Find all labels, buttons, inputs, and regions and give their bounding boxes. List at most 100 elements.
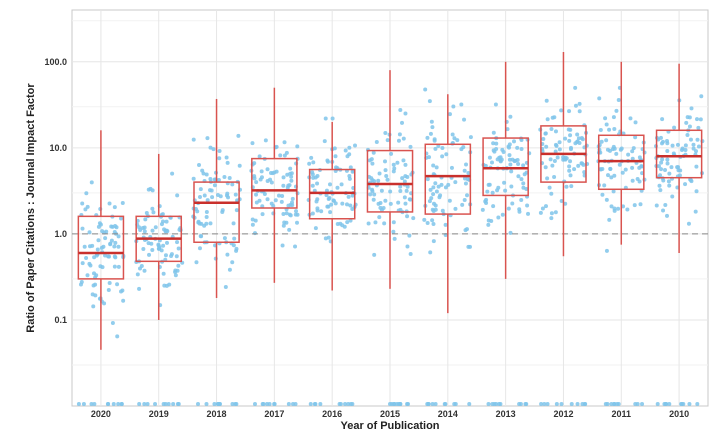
data-point bbox=[440, 208, 445, 213]
data-point bbox=[388, 201, 393, 206]
data-point bbox=[278, 153, 283, 158]
data-point bbox=[606, 173, 611, 178]
data-point bbox=[550, 115, 555, 120]
data-point bbox=[340, 223, 345, 228]
data-point bbox=[430, 125, 435, 130]
data-point bbox=[269, 170, 274, 175]
data-point-floor bbox=[81, 402, 86, 406]
data-point bbox=[287, 212, 292, 217]
data-point-floor bbox=[350, 402, 355, 406]
data-point bbox=[269, 180, 274, 185]
data-point bbox=[447, 198, 452, 203]
data-point bbox=[85, 273, 90, 278]
data-point bbox=[625, 207, 630, 212]
data-point bbox=[282, 140, 287, 145]
data-point bbox=[295, 220, 300, 225]
data-point bbox=[265, 197, 270, 202]
data-point bbox=[554, 143, 559, 148]
data-point bbox=[314, 199, 319, 204]
data-point bbox=[381, 205, 386, 210]
data-point bbox=[540, 206, 545, 211]
data-point bbox=[252, 161, 257, 166]
data-point bbox=[428, 187, 433, 192]
data-point bbox=[310, 183, 315, 188]
data-point bbox=[498, 155, 503, 160]
data-point bbox=[509, 184, 514, 189]
data-point bbox=[164, 240, 169, 245]
data-point bbox=[486, 222, 491, 227]
data-point bbox=[151, 210, 156, 215]
data-point bbox=[489, 218, 494, 223]
data-point bbox=[433, 181, 438, 186]
data-point bbox=[544, 98, 549, 103]
data-point bbox=[465, 193, 470, 198]
data-point bbox=[143, 217, 148, 222]
data-point bbox=[258, 177, 263, 182]
data-point bbox=[260, 212, 265, 217]
data-point bbox=[116, 244, 121, 249]
data-point bbox=[405, 244, 410, 249]
data-point bbox=[691, 142, 696, 147]
data-point bbox=[150, 248, 155, 253]
data-point bbox=[388, 189, 393, 194]
data-point bbox=[222, 236, 227, 241]
data-point bbox=[353, 143, 358, 148]
data-point bbox=[194, 260, 199, 265]
data-point bbox=[108, 241, 113, 246]
data-point-floor bbox=[116, 402, 121, 406]
data-point bbox=[607, 127, 612, 132]
data-point bbox=[140, 226, 145, 231]
data-point bbox=[431, 163, 436, 168]
data-point bbox=[545, 117, 550, 122]
y-tick-label: 1.0 bbox=[54, 229, 67, 239]
x-tick-label: 2018 bbox=[207, 409, 227, 419]
data-point bbox=[407, 233, 412, 238]
data-point-floor bbox=[609, 402, 614, 406]
data-point bbox=[553, 129, 558, 134]
data-point bbox=[150, 228, 155, 233]
data-point bbox=[543, 165, 548, 170]
data-point bbox=[434, 165, 439, 170]
data-point bbox=[553, 149, 558, 154]
data-point bbox=[612, 146, 617, 151]
data-point bbox=[119, 216, 124, 221]
data-point bbox=[217, 156, 222, 161]
data-point bbox=[391, 220, 396, 225]
data-point bbox=[440, 154, 445, 159]
data-point bbox=[698, 117, 703, 122]
data-point bbox=[161, 243, 166, 248]
data-point bbox=[683, 143, 688, 148]
data-point bbox=[428, 250, 433, 255]
data-point bbox=[507, 153, 512, 158]
data-point bbox=[694, 164, 699, 169]
data-point bbox=[222, 174, 227, 179]
data-point bbox=[335, 185, 340, 190]
data-point bbox=[289, 174, 294, 179]
data-point-floor bbox=[153, 402, 158, 406]
data-point bbox=[599, 139, 604, 144]
data-point bbox=[197, 195, 202, 200]
data-point bbox=[372, 179, 377, 184]
data-point bbox=[230, 260, 235, 265]
data-point bbox=[113, 240, 118, 245]
data-point bbox=[100, 229, 105, 234]
data-point bbox=[563, 157, 568, 162]
data-point bbox=[102, 301, 107, 306]
data-point bbox=[293, 244, 298, 249]
data-point bbox=[405, 214, 410, 219]
data-point-floor bbox=[76, 402, 81, 406]
data-point bbox=[287, 227, 292, 232]
data-point bbox=[285, 185, 290, 190]
data-point bbox=[621, 131, 626, 136]
data-point bbox=[85, 204, 90, 209]
data-point bbox=[552, 174, 557, 179]
data-point bbox=[269, 201, 274, 206]
data-point bbox=[428, 131, 433, 136]
data-point bbox=[638, 202, 643, 207]
data-point bbox=[581, 162, 586, 167]
data-point bbox=[112, 264, 117, 269]
data-point bbox=[576, 163, 581, 168]
y-axis-title: Ratio of Paper Citations : Journal Impac… bbox=[25, 83, 37, 333]
data-point bbox=[422, 217, 427, 222]
data-point bbox=[173, 268, 178, 273]
